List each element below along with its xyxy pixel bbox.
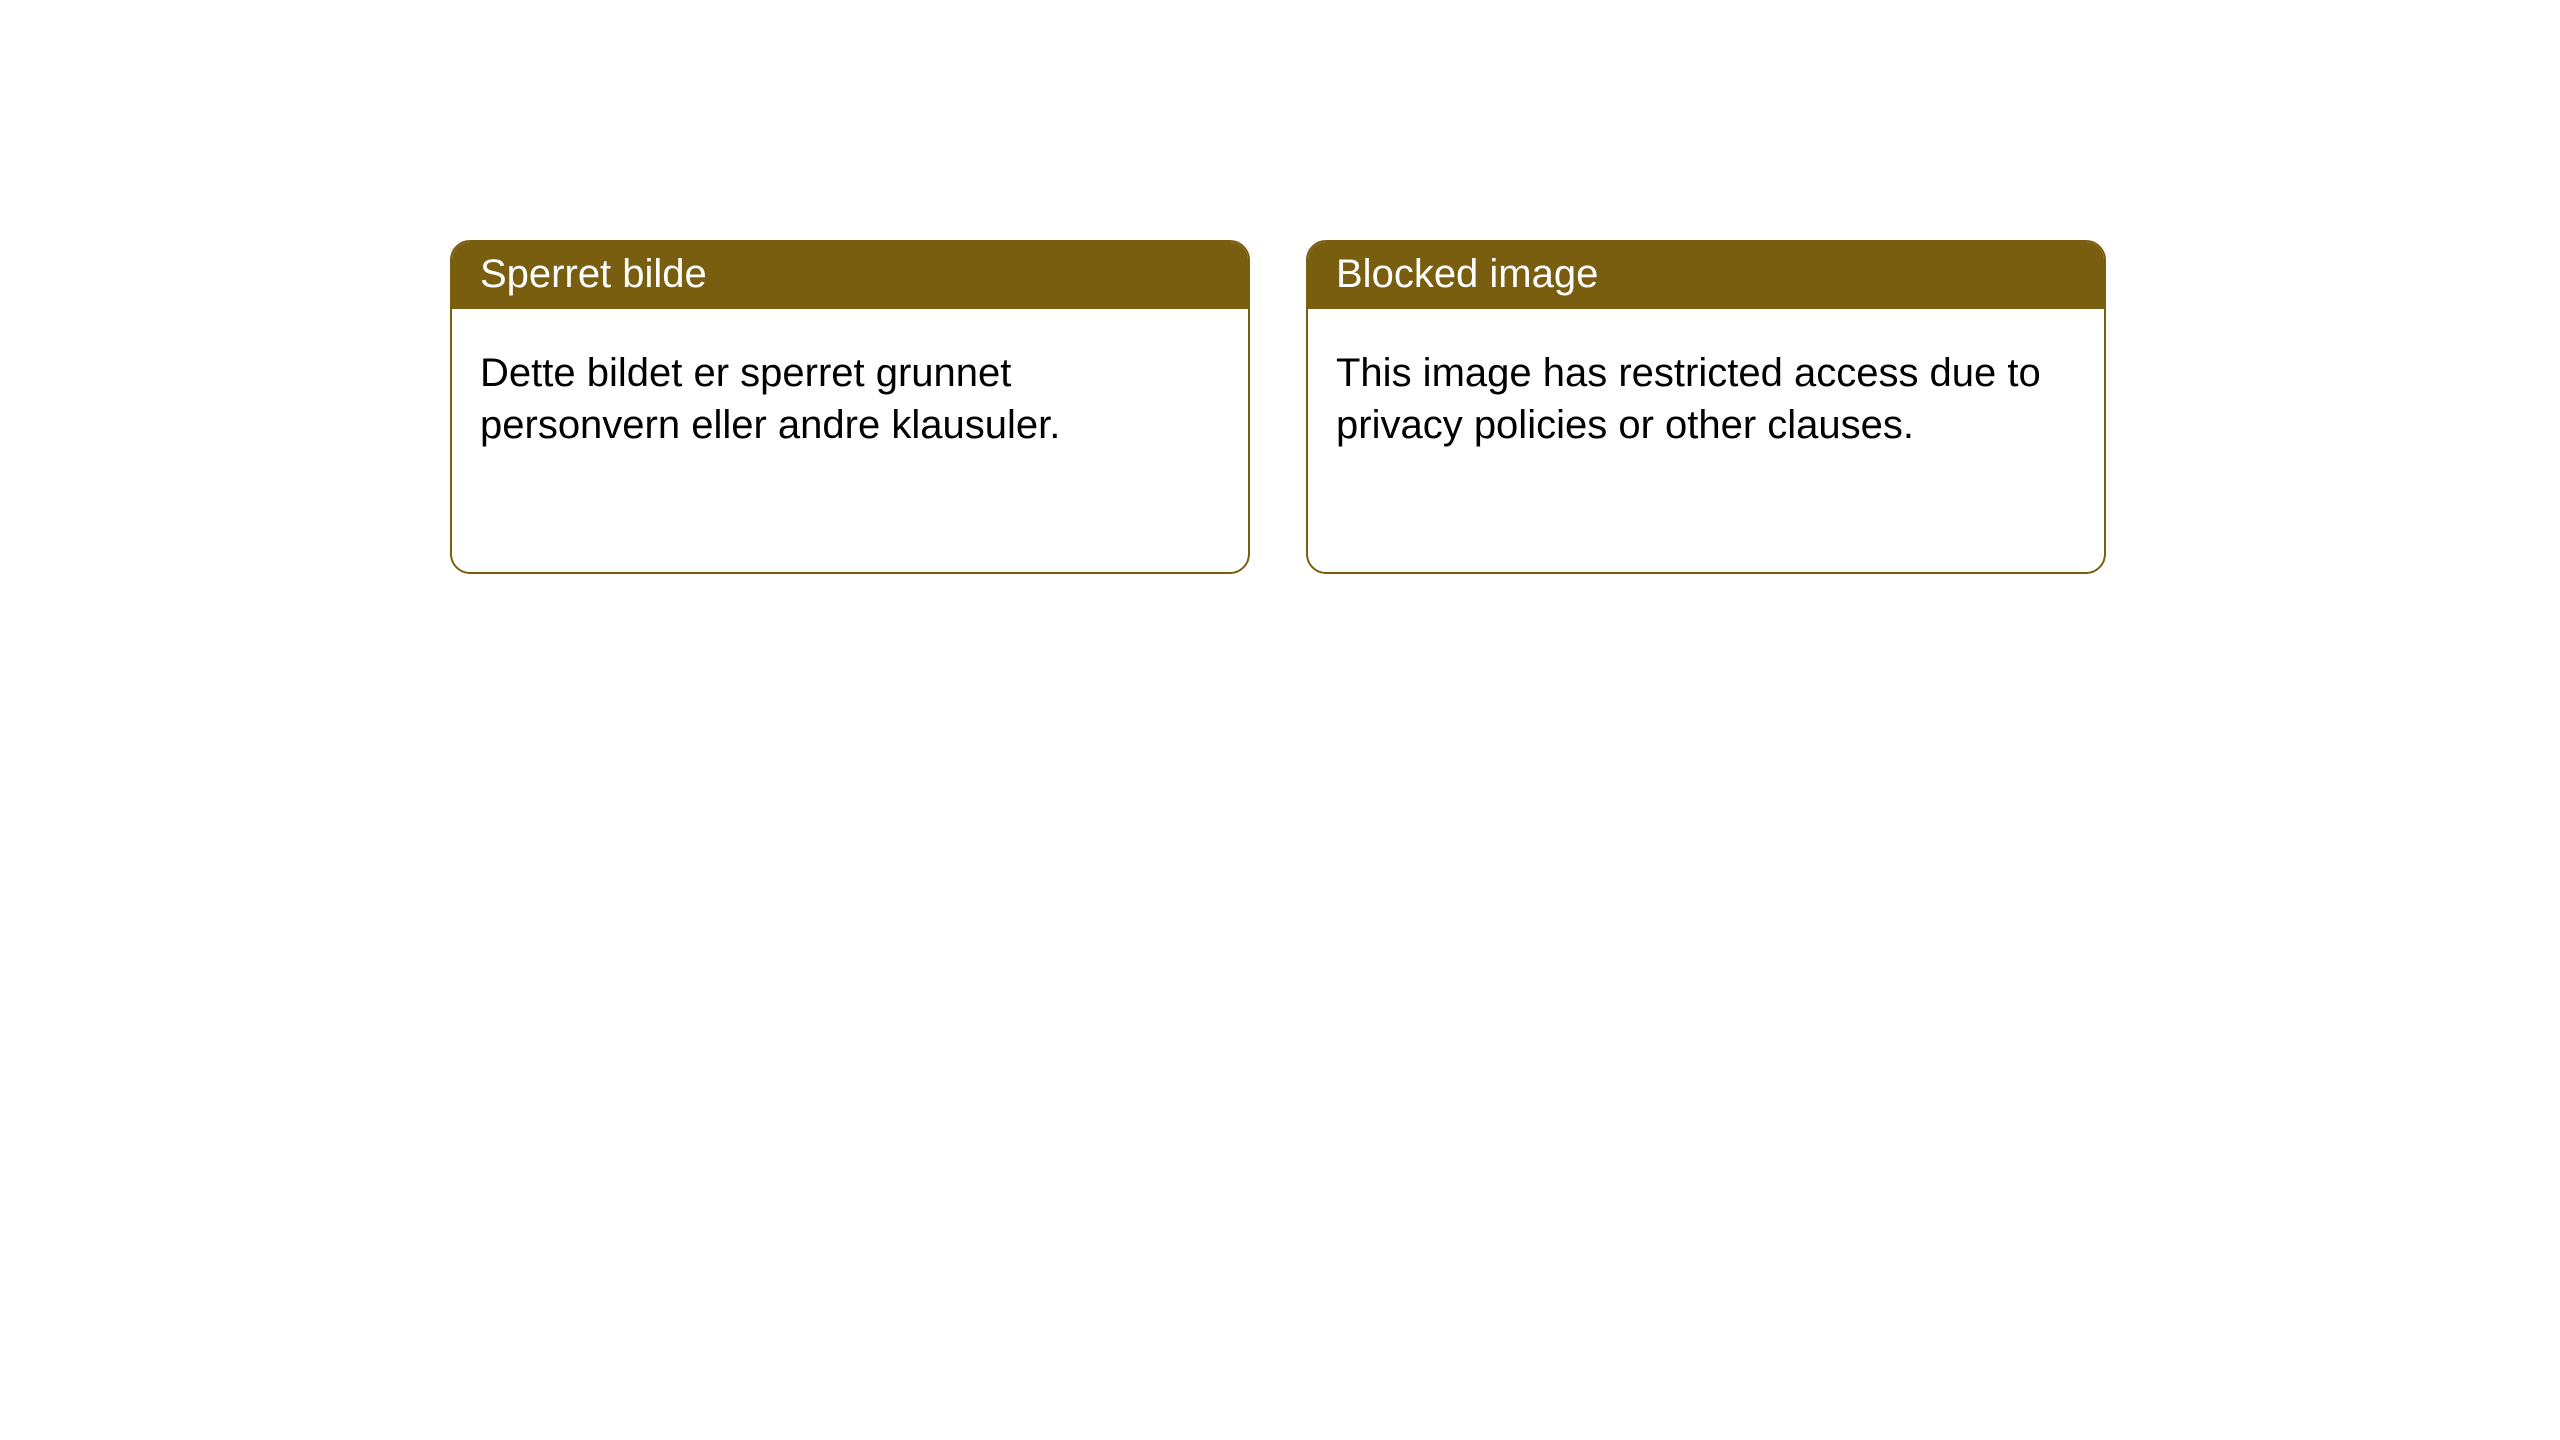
notice-container: Sperret bilde Dette bildet er sperret gr… xyxy=(0,0,2560,574)
notice-body: Dette bildet er sperret grunnet personve… xyxy=(452,309,1248,489)
notice-header: Blocked image xyxy=(1308,242,2104,309)
notice-card-english: Blocked image This image has restricted … xyxy=(1306,240,2106,574)
notice-body: This image has restricted access due to … xyxy=(1308,309,2104,489)
notice-header: Sperret bilde xyxy=(452,242,1248,309)
notice-card-norwegian: Sperret bilde Dette bildet er sperret gr… xyxy=(450,240,1250,574)
